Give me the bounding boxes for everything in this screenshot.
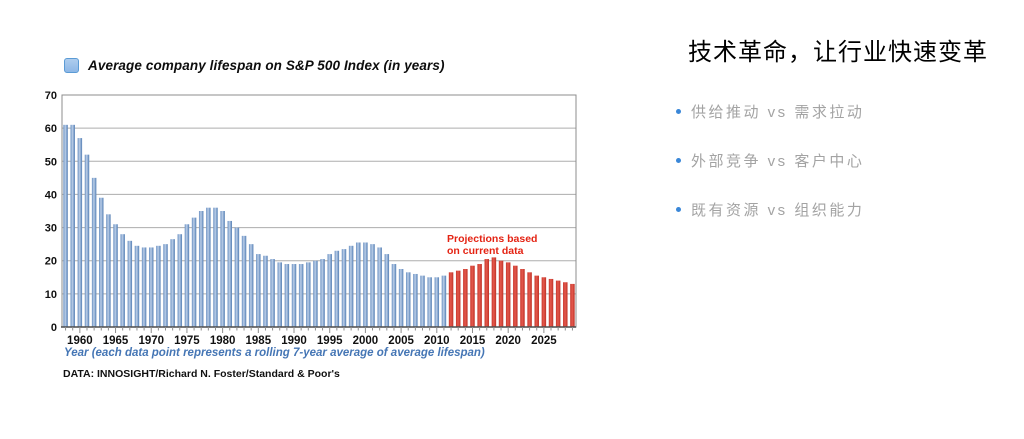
chart-header: Average company lifespan on S&P 500 Inde…: [64, 58, 445, 73]
svg-text:1965: 1965: [103, 335, 129, 347]
legend-swatch-icon: [64, 58, 79, 73]
svg-text:1960: 1960: [67, 335, 93, 347]
svg-text:40: 40: [45, 189, 57, 201]
svg-text:on current data: on current data: [447, 245, 524, 257]
svg-text:20: 20: [45, 256, 57, 268]
bullet-item: 既有资源 vs 组织能力: [676, 199, 1016, 220]
svg-text:2005: 2005: [388, 335, 414, 347]
bullet-item: 外部竞争 vs 客户中心: [676, 150, 1016, 171]
bullet-dot-icon: [676, 109, 681, 114]
svg-text:1975: 1975: [174, 335, 200, 347]
lifespan-bar-chart: 0 10 20 30 40 50 60 70 1960 1965 1970 1975 1980 1985 1…: [45, 90, 577, 347]
bullet-text: 既有资源 vs 组织能力: [691, 202, 865, 219]
svg-text:2000: 2000: [353, 335, 379, 347]
svg-text:2025: 2025: [531, 335, 557, 347]
bullet-dot-icon: [676, 158, 681, 163]
svg-text:2020: 2020: [495, 335, 521, 347]
svg-text:1980: 1980: [210, 335, 236, 347]
xaxis-note: Year (each data point represents a rolli…: [64, 347, 485, 359]
svg-text:Projections based: Projections based: [447, 233, 537, 245]
svg-text:10: 10: [45, 289, 57, 301]
bullet-dot-icon: [676, 207, 681, 212]
bullet-list: 供给推动 vs 需求拉动 外部竞争 vs 客户中心 既有资源 vs 组织能力: [676, 101, 1016, 220]
svg-text:0: 0: [51, 322, 57, 334]
svg-text:1995: 1995: [317, 335, 343, 347]
svg-text:1970: 1970: [138, 335, 164, 347]
right-panel: 技术革命，让行业快速变革 供给推动 vs 需求拉动 外部竞争 vs 客户中心 既…: [676, 32, 1016, 248]
bullet-item: 供给推动 vs 需求拉动: [676, 101, 1016, 122]
chart-title: Average company lifespan on S&P 500 Inde…: [88, 58, 445, 73]
svg-text:60: 60: [45, 123, 57, 135]
bullet-text: 外部竞争 vs 客户中心: [691, 153, 865, 170]
bullet-text: 供给推动 vs 需求拉动: [691, 104, 865, 121]
svg-text:30: 30: [45, 223, 57, 235]
svg-text:2015: 2015: [460, 335, 486, 347]
svg-text:70: 70: [45, 90, 57, 102]
data-source-note: DATA: INNOSIGHT/Richard N. Foster/Standa…: [63, 368, 340, 380]
svg-text:50: 50: [45, 156, 57, 168]
svg-text:1985: 1985: [246, 335, 272, 347]
right-title: 技术革命，让行业快速变革: [688, 39, 988, 66]
svg-text:2010: 2010: [424, 335, 450, 347]
svg-text:1990: 1990: [281, 335, 307, 347]
